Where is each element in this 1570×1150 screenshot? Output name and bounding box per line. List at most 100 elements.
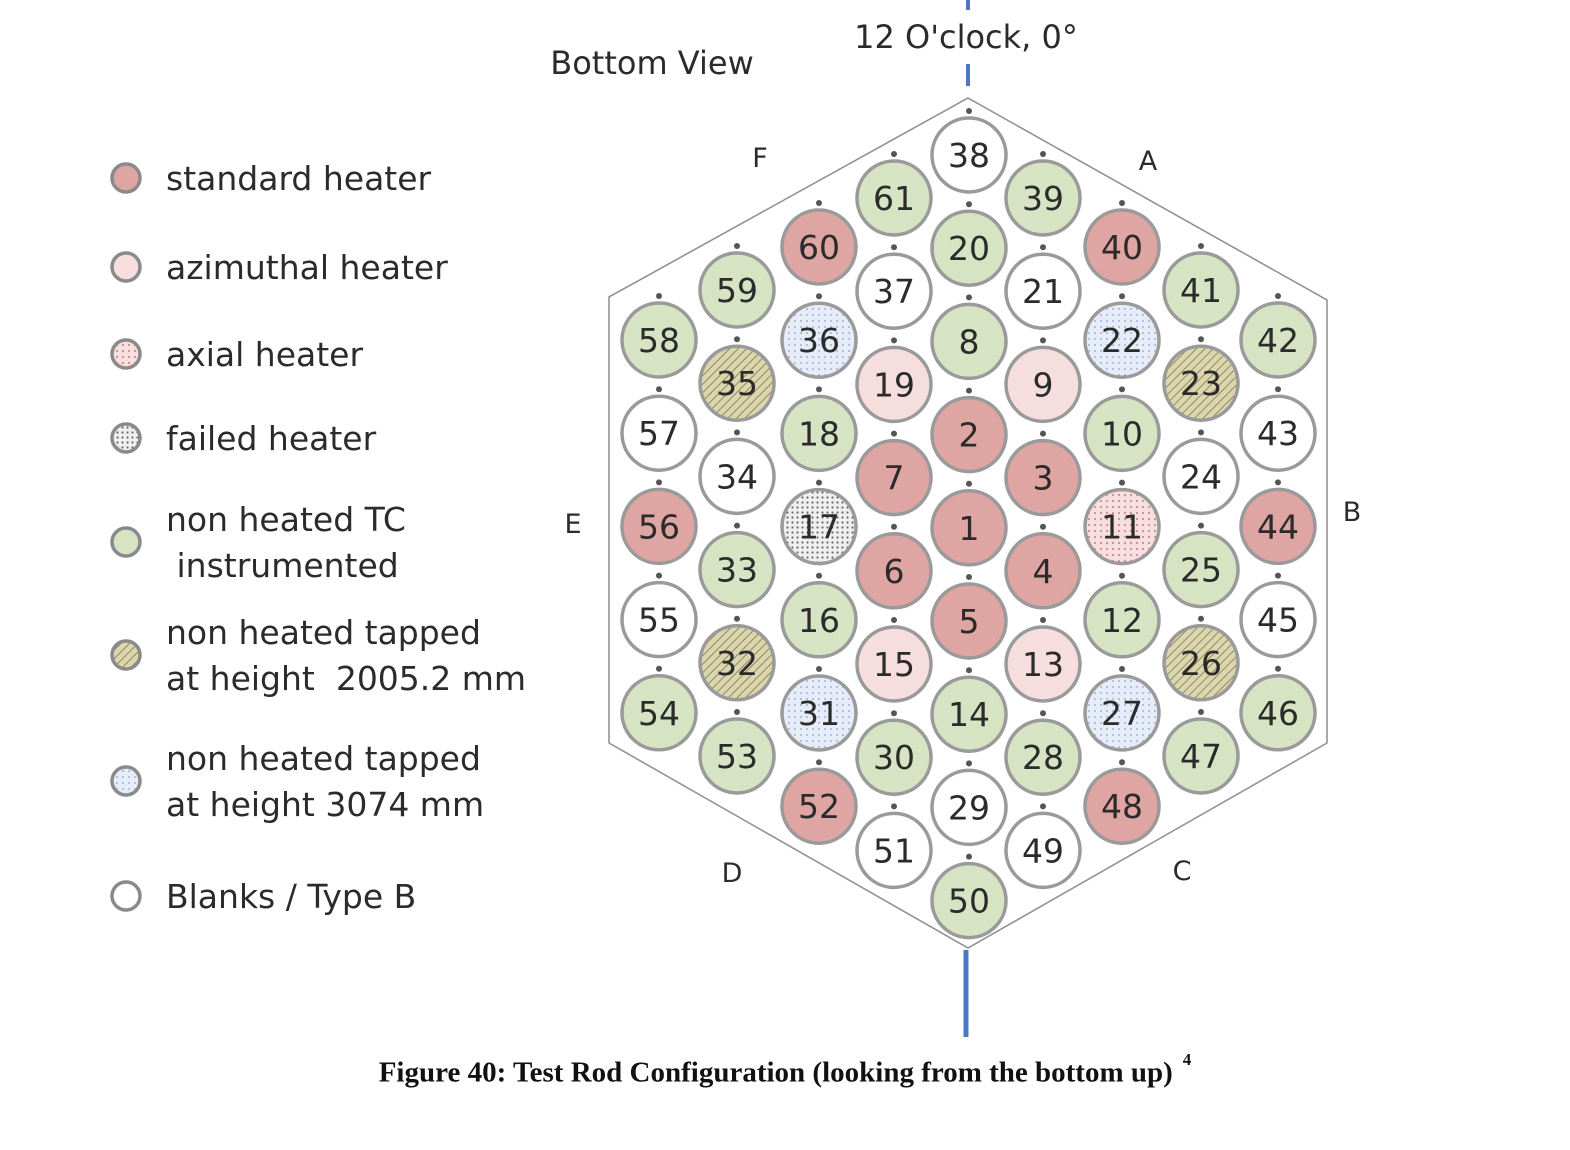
rod-number: 22 — [1101, 321, 1143, 360]
rod-circle — [698, 251, 776, 329]
rod-circle — [930, 489, 1008, 567]
legend-swatch — [110, 880, 142, 912]
rod-spacer-dot — [656, 572, 662, 579]
rod-number: 32 — [716, 644, 758, 683]
rod-number: 61 — [873, 179, 915, 218]
rod-spacer-dot — [816, 386, 822, 393]
rod-spacer-dot — [816, 479, 822, 486]
rod-number: 8 — [959, 322, 980, 361]
rod-spacer-dot — [891, 710, 897, 717]
rod-number: 44 — [1257, 507, 1299, 546]
rod-circle — [1162, 530, 1240, 609]
rod-44: 44 — [1239, 479, 1317, 566]
rod-60: 60 — [780, 200, 858, 286]
rod-number: 45 — [1257, 601, 1299, 640]
rod-circle — [1239, 580, 1317, 659]
rod-circle — [780, 767, 858, 845]
legend-swatch — [110, 338, 142, 370]
rod-circle — [855, 625, 933, 703]
corner-label-f: F — [752, 143, 768, 174]
rod-number: 34 — [716, 457, 758, 496]
rod-spacer-dot — [1040, 710, 1046, 717]
rod-number: 2 — [959, 416, 980, 455]
rod-circle — [780, 301, 858, 379]
rod-53: 53 — [698, 709, 776, 795]
legend-swatch — [110, 251, 142, 283]
legend-label: instrumented — [166, 546, 399, 585]
rod-spacer-dot — [1119, 293, 1125, 300]
rod-spacer-dot — [966, 294, 972, 301]
rod-2: 2 — [930, 387, 1008, 474]
rod-spacer-dot — [1040, 430, 1046, 437]
rod-number: 10 — [1101, 414, 1143, 453]
hexagon-housing — [608, 97, 1328, 949]
rod-14: 14 — [930, 667, 1008, 753]
rod-spacer-dot — [1198, 336, 1204, 343]
rod-58: 58 — [620, 293, 698, 379]
rod-spacer-dot — [1040, 523, 1046, 530]
rod-36: 36 — [780, 293, 858, 379]
rod-spacer-dot — [1119, 759, 1125, 766]
rod-circle — [780, 674, 858, 752]
rod-21: 21 — [1004, 244, 1082, 330]
rod-spacer-dot — [891, 337, 897, 344]
rod-circle — [1083, 301, 1161, 379]
rod-spacer-dot — [1275, 572, 1281, 579]
rod-circle — [1083, 394, 1161, 473]
rod-spacer-dot — [1119, 386, 1125, 393]
rod-circle — [1004, 718, 1082, 796]
rod-number: 28 — [1022, 738, 1064, 777]
rod-number: 11 — [1101, 508, 1143, 547]
rod-9: 9 — [1004, 337, 1082, 424]
legend-swatch — [110, 162, 142, 194]
rod-50: 50 — [930, 853, 1008, 940]
rod-number: 19 — [873, 365, 915, 404]
rod-number: 42 — [1257, 321, 1299, 360]
rod-circle — [855, 345, 933, 424]
rod-circle — [620, 394, 698, 472]
rod-number: 38 — [948, 136, 990, 175]
rod-number: 23 — [1180, 364, 1222, 403]
rod-circle — [855, 718, 933, 796]
rod-spacer-dot — [1040, 617, 1046, 623]
rod-42: 42 — [1239, 293, 1317, 379]
rod-spacer-dot — [656, 665, 662, 672]
rod-number: 30 — [873, 738, 915, 777]
rod-circle — [620, 674, 698, 752]
rod-38: 38 — [930, 108, 1008, 194]
legend-label: standard heater — [166, 159, 432, 198]
rod-spacer-dot — [966, 480, 972, 487]
rod-spacer-dot — [1198, 429, 1204, 436]
rod-number: 39 — [1022, 179, 1064, 218]
rod-spacer-dot — [891, 244, 897, 251]
rod-spacer-dot — [1119, 479, 1125, 486]
rod-number: 25 — [1180, 551, 1222, 590]
rod-circle — [1239, 674, 1317, 752]
rod-40: 40 — [1083, 200, 1161, 286]
rod-59: 59 — [698, 243, 776, 329]
rod-number: 7 — [884, 459, 905, 498]
rod-circle — [1004, 345, 1082, 424]
rod-circle — [698, 717, 776, 795]
rod-circle — [1083, 487, 1161, 566]
rod-spacer-dot — [891, 803, 897, 810]
rod-circle — [780, 394, 858, 473]
corner-label-d: D — [722, 858, 743, 889]
rod-spacer-dot — [816, 293, 822, 300]
rod-37: 37 — [855, 244, 933, 330]
rod-number: 50 — [948, 882, 990, 921]
legend-swatch — [110, 526, 142, 558]
rod-circle — [1004, 625, 1082, 703]
rod-number: 1 — [959, 509, 980, 548]
rod-17: 17 — [780, 479, 858, 566]
rod-46: 46 — [1239, 665, 1317, 752]
rod-spacer-dot — [1275, 665, 1281, 672]
rod-49: 49 — [1004, 803, 1082, 890]
rod-15: 15 — [855, 617, 933, 703]
rod-number: 41 — [1180, 271, 1222, 310]
rod-circle — [1239, 487, 1317, 566]
rod-number: 37 — [873, 272, 915, 311]
rod-number: 52 — [798, 787, 840, 826]
rod-spacer-dot — [1275, 386, 1281, 393]
